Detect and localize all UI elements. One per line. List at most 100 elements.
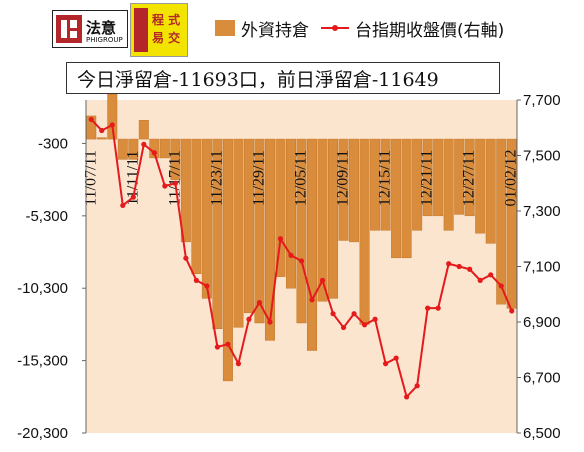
legend-line-label: 台指期收盤價(右軸) xyxy=(355,20,505,41)
price-point xyxy=(204,283,210,289)
price-point xyxy=(130,194,136,200)
price-point xyxy=(467,266,473,272)
price-point xyxy=(319,277,326,283)
legend-bar-item: 外資持倉 xyxy=(215,16,309,41)
x-tick-label: 12/27/11 xyxy=(461,150,478,206)
bar-mark xyxy=(317,138,328,302)
bar-mark xyxy=(286,138,296,289)
price-point xyxy=(372,316,378,322)
x-tick-label: 12/21/11 xyxy=(419,150,436,206)
price-point xyxy=(109,122,115,128)
bar-mark xyxy=(275,138,286,277)
price-point xyxy=(404,394,410,400)
bar-mark xyxy=(138,120,149,140)
price-point xyxy=(382,361,389,367)
chart-headline: 今日淨留倉-11693口，前日淨留倉-11649 xyxy=(66,62,500,94)
svg-text:易 交: 易 交 xyxy=(152,30,180,45)
price-point xyxy=(214,344,221,350)
price-point xyxy=(435,305,441,311)
x-tick-label: 11/07/11 xyxy=(82,150,99,206)
bar-mark xyxy=(96,137,107,140)
chart-legend: 外資持倉 台指期收盤價(右軸) xyxy=(215,14,516,42)
bar-mark xyxy=(201,138,212,299)
price-point xyxy=(172,180,178,186)
bar-mark xyxy=(422,138,433,217)
bar-mark xyxy=(296,138,307,324)
price-point xyxy=(393,355,399,361)
x-tick-label: 11/23/11 xyxy=(208,150,225,206)
right-tick-label: 7,700 xyxy=(523,92,561,109)
legend-bar-label: 外資持倉 xyxy=(241,20,309,41)
price-point xyxy=(456,263,462,270)
x-tick-label: 11/17/11 xyxy=(166,150,183,206)
bar-mark xyxy=(212,138,223,330)
bar-mark xyxy=(222,138,233,382)
price-point xyxy=(340,324,347,331)
bar-mark xyxy=(233,138,244,328)
price-point xyxy=(414,383,420,389)
right-tick-label: 7,100 xyxy=(523,259,561,276)
price-point xyxy=(361,322,368,328)
x-tick-label: 12/09/11 xyxy=(335,150,352,206)
bar-mark xyxy=(86,115,97,140)
price-point xyxy=(267,319,273,325)
left-axis: -300 -5,300 -10,300 -15,300 -20,300 xyxy=(17,100,87,442)
price-point xyxy=(488,272,494,278)
price-point xyxy=(151,150,157,156)
x-tick-label: 11/29/11 xyxy=(250,150,267,206)
right-axis: 6,500 6,700 6,900 7,100 7,300 7,500 7,700 xyxy=(516,92,561,442)
logo1-subtitle: PHIGROUP xyxy=(86,36,123,44)
price-point xyxy=(193,277,199,283)
program-trading-logo: 程 式 易 交 xyxy=(130,3,188,57)
price-point xyxy=(509,308,515,314)
legend-line-item: 台指期收盤價(右軸) xyxy=(321,16,504,41)
line-swatch xyxy=(321,20,349,36)
right-tick-label: 6,900 xyxy=(523,314,561,331)
bar-swatch xyxy=(215,20,235,36)
bar-mark xyxy=(496,138,507,305)
price-point xyxy=(277,236,284,242)
price-point xyxy=(446,261,452,267)
bar-mark xyxy=(443,138,454,231)
bar-mark xyxy=(107,93,118,140)
bar-mark xyxy=(464,138,475,217)
price-point xyxy=(477,277,483,283)
svg-text:程 式: 程 式 xyxy=(152,12,180,27)
price-point xyxy=(99,127,105,134)
left-tick-label: -20,300 xyxy=(17,425,68,442)
x-tick-label: 01/02/12 xyxy=(503,150,520,207)
price-point xyxy=(120,202,126,209)
bar-mark xyxy=(159,138,170,159)
bar-mark xyxy=(475,138,486,234)
bar-mark xyxy=(328,138,339,299)
bar-mark xyxy=(180,138,191,243)
bar-mark xyxy=(359,138,370,325)
price-point xyxy=(162,183,168,189)
bar-mark xyxy=(170,138,181,180)
right-tick-label: 7,500 xyxy=(523,148,561,165)
phigroup-logo: 法意 PHIGROUP xyxy=(52,10,128,48)
price-point xyxy=(309,297,315,303)
bar-mark xyxy=(391,138,402,259)
price-point xyxy=(425,305,431,311)
right-tick-label: 6,500 xyxy=(523,425,561,442)
bar-mark xyxy=(349,138,360,243)
bar-mark xyxy=(485,138,496,244)
price-point xyxy=(183,255,189,261)
bar-mark xyxy=(370,138,381,231)
bar-mark xyxy=(307,138,317,351)
price-point xyxy=(225,341,231,347)
price-point xyxy=(88,116,94,123)
price-point xyxy=(288,252,294,258)
bar-mark xyxy=(264,138,275,341)
bar-mark xyxy=(412,138,423,231)
bar-mark xyxy=(191,138,202,274)
bar-mark xyxy=(254,138,265,324)
left-tick-label: -5,300 xyxy=(25,208,68,225)
price-point xyxy=(351,311,357,317)
right-tick-label: 7,300 xyxy=(523,203,561,220)
price-point xyxy=(235,361,242,367)
left-tick-label: -15,300 xyxy=(17,353,68,370)
bar-mark xyxy=(117,138,128,160)
